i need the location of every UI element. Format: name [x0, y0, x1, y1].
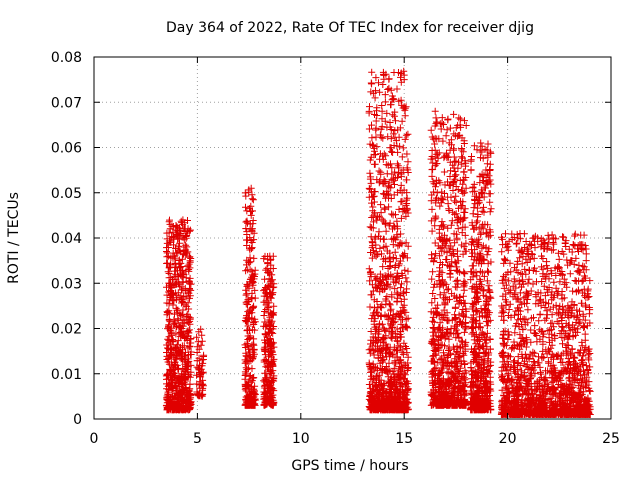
y-axis-label: ROTI / TECUs — [6, 192, 22, 284]
x-axis-ticks: 0 5 10 15 20 25 — [90, 57, 620, 447]
y-tick-label: 0.06 — [51, 141, 82, 157]
roti-series-markers — [162, 67, 594, 418]
x-tick-label: 0 — [90, 431, 99, 447]
data-points — [162, 67, 594, 418]
x-tick-label: 15 — [395, 431, 413, 447]
y-tick-label: 0.02 — [51, 322, 82, 338]
y-tick-label: 0.04 — [51, 231, 82, 247]
y-tick-label: 0.05 — [51, 186, 82, 202]
y-tick-label: 0.03 — [51, 276, 82, 292]
y-tick-label: 0 — [73, 412, 82, 428]
grid-lines — [94, 57, 611, 419]
y-axis-ticks: 0 0.01 0.02 0.03 0.04 0.05 0.06 0.07 0.08 — [51, 50, 611, 428]
x-tick-label: 5 — [193, 431, 202, 447]
chart-title: Day 364 of 2022, Rate Of TEC Index for r… — [166, 20, 534, 36]
x-axis-label: GPS time / hours — [291, 458, 408, 474]
y-tick-label: 0.07 — [51, 95, 82, 111]
x-tick-label: 20 — [499, 431, 517, 447]
x-tick-label: 10 — [292, 431, 310, 447]
y-tick-label: 0.08 — [51, 50, 82, 66]
y-tick-label: 0.01 — [51, 367, 82, 383]
x-tick-label: 25 — [602, 431, 620, 447]
